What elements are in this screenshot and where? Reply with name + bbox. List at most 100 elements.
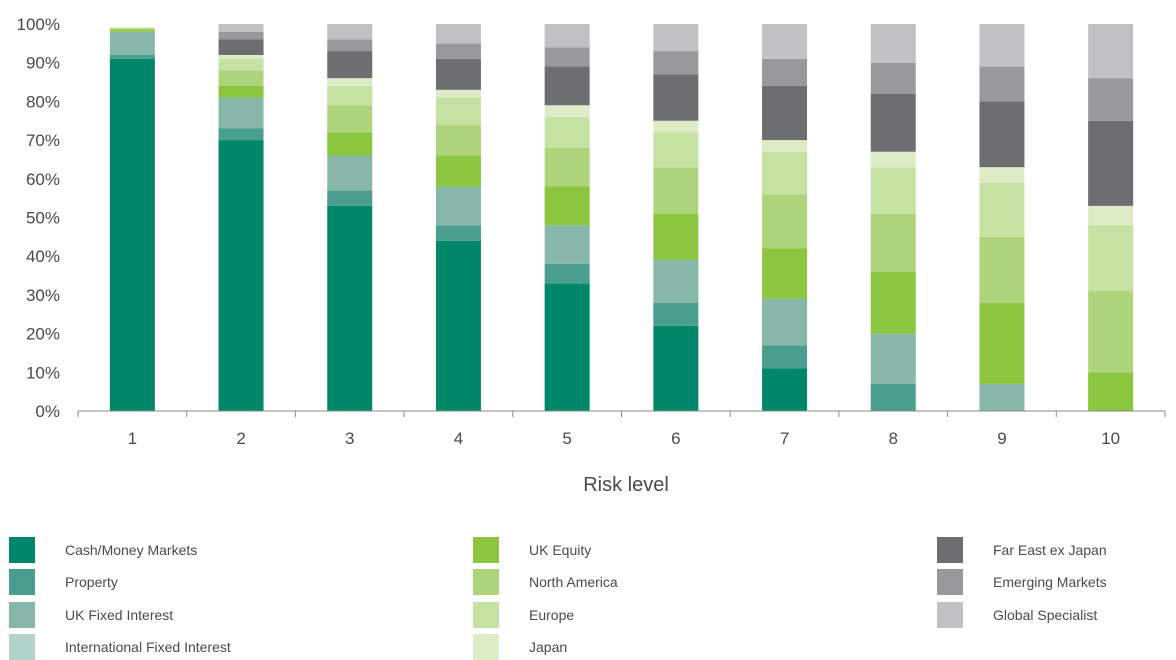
bar-segment (544, 263, 590, 284)
bar-segment (544, 24, 590, 48)
bar-segment (327, 155, 373, 191)
legend-item-international-fixed-interest: International Fixed Interest (9, 634, 231, 660)
legend-swatch (9, 602, 35, 628)
legend-swatch (937, 602, 963, 628)
bar-segment (435, 124, 481, 156)
legend-swatch (937, 537, 963, 563)
legend-label: UK Equity (529, 542, 592, 558)
legend-swatch (9, 537, 35, 563)
legend-swatch (937, 569, 963, 595)
bar-segment (327, 24, 373, 40)
bar-segment (544, 47, 590, 67)
bar-segment (870, 167, 916, 214)
bar-segment (1088, 78, 1134, 121)
bar-segment (327, 105, 373, 133)
bar-segment (109, 27, 155, 30)
bar-segment (435, 89, 481, 98)
legend-swatch (473, 634, 499, 660)
bar-segment (435, 186, 481, 226)
bar-segment (544, 116, 590, 148)
bar-segment (327, 78, 373, 86)
bar-segment (762, 298, 808, 346)
bar-segment (327, 51, 373, 79)
bar-segment (870, 213, 916, 272)
legend-item-emerging-markets: Emerging Markets (937, 569, 1107, 595)
bar-segment (544, 283, 590, 411)
y-tick-label: 10% (26, 363, 60, 382)
legend-label: Cash/Money Markets (65, 542, 198, 558)
bar-segment (435, 97, 481, 125)
bar-segment (218, 97, 264, 129)
legend-item-global-specialist: Global Specialist (937, 602, 1097, 628)
y-tick-label: 80% (26, 92, 60, 111)
bar-segment (327, 190, 373, 206)
legend-label: Far East ex Japan (993, 542, 1107, 558)
x-tick-label: 5 (562, 429, 571, 448)
legend-label: UK Fixed Interest (65, 607, 174, 623)
bar-segment (327, 85, 373, 106)
bar-segment (1088, 120, 1134, 206)
bar-segment (218, 58, 264, 71)
bar-segment (762, 58, 808, 86)
bar-segment (218, 70, 264, 86)
y-tick-label: 70% (26, 131, 60, 150)
bar-segment (1088, 225, 1134, 292)
legend-label: Emerging Markets (993, 574, 1107, 590)
bar-segment (327, 39, 373, 52)
bar-segment (870, 151, 916, 168)
legend-item-japan: Japan (473, 634, 567, 660)
bar-segment (109, 29, 155, 32)
bar-segment (653, 74, 699, 121)
bar-segment (653, 24, 699, 52)
bar-segment (979, 24, 1025, 67)
bar-segment (218, 39, 264, 55)
y-tick-label: 60% (26, 170, 60, 189)
y-tick-label: 30% (26, 286, 60, 305)
bar-segment (762, 368, 808, 411)
y-axis: 0% 10% 20% 30% 40% 50% 60% 70% 80% 90% 100% (17, 15, 60, 421)
bar-segment (870, 93, 916, 152)
bar-segment (653, 120, 699, 133)
legend-label: International Fixed Interest (65, 639, 231, 655)
bar-segment (653, 167, 699, 214)
x-tick-label: 6 (671, 429, 680, 448)
bar-segment (109, 54, 155, 59)
legend-item-far-east-ex-japan: Far East ex Japan (937, 537, 1107, 563)
bar-segment (1088, 372, 1134, 411)
bar-segment (979, 182, 1025, 237)
bar-segment (109, 58, 155, 412)
bar-segment (979, 101, 1025, 168)
bar-segment (435, 43, 481, 59)
legend-label: Global Specialist (993, 607, 1098, 623)
bar-segment (870, 24, 916, 63)
legend-swatch (473, 537, 499, 563)
bar-segment (544, 225, 590, 264)
bar-segment (979, 66, 1025, 102)
x-tick-label: 7 (780, 429, 789, 448)
bar-segment (218, 85, 264, 98)
bar-segment (109, 31, 155, 55)
bar-segment (653, 325, 699, 411)
bar-segment (218, 54, 264, 59)
bar-segment (218, 24, 264, 32)
legend-label: North America (529, 574, 618, 590)
bar-segment (653, 260, 699, 303)
bar-segment (544, 147, 590, 187)
bar-segment (870, 271, 916, 334)
legend-item-cash-money-markets: Cash/Money Markets (9, 537, 197, 563)
bar-segment (979, 302, 1025, 384)
legend-swatch (473, 569, 499, 595)
bar-segment (544, 66, 590, 106)
bar-segment (762, 345, 808, 369)
x-axis: 1 2 3 4 5 6 7 8 9 10 (77, 410, 1166, 448)
stacked-bar-chart: 0% 10% 20% 30% 40% 50% 60% 70% 80% 90% 100% 1 2 3 4 5 6… (17, 15, 1166, 496)
x-tick-label: 10 (1101, 429, 1120, 448)
bar-segment (218, 31, 264, 40)
bar-segment (653, 132, 699, 168)
legend-swatch (473, 602, 499, 628)
bar-segment (979, 236, 1025, 303)
bar-segment (544, 186, 590, 226)
x-tick-label: 4 (454, 429, 463, 448)
y-tick-label: 50% (26, 209, 60, 228)
legend-item-property: Property (9, 569, 118, 595)
